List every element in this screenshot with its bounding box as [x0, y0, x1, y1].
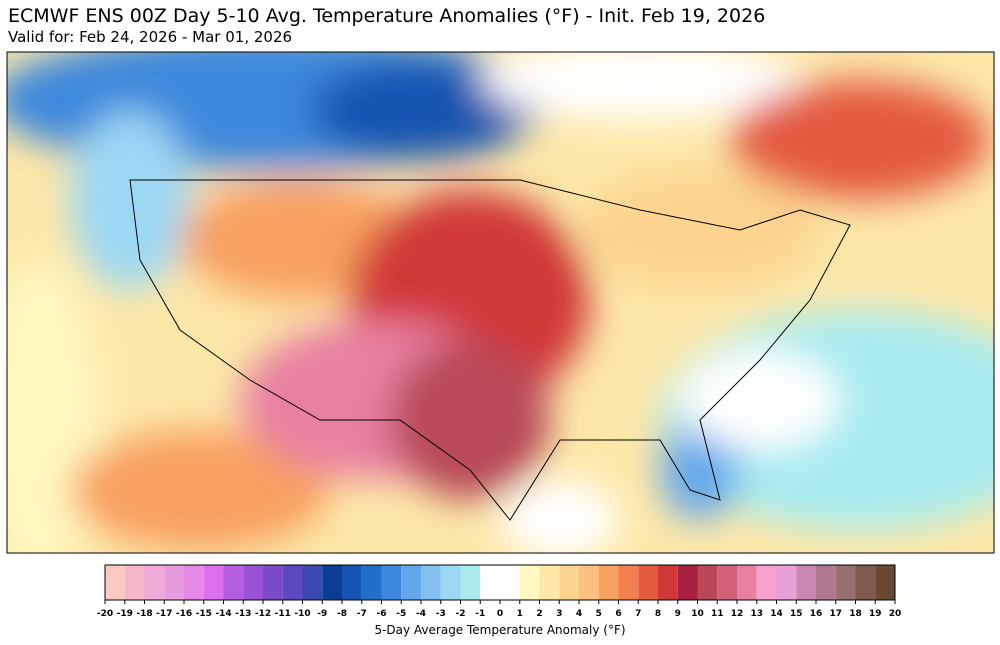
colorbar-bin [539, 565, 560, 600]
colorbar-bin [697, 565, 718, 600]
colorbar-bin [401, 565, 421, 600]
colorbar-tick-label: -14 [215, 609, 231, 619]
colorbar-tick-label: 19 [869, 609, 882, 619]
colorbar-tick-label: -16 [176, 609, 192, 619]
colorbar-tick-label: -10 [294, 609, 310, 619]
colorbar-bin [342, 565, 362, 600]
colorbar-tick-label: 15 [790, 609, 803, 619]
colorbar-bin [105, 565, 125, 600]
colorbar-bin [598, 565, 619, 600]
colorbar-tick-label: -9 [317, 609, 327, 619]
colorbar-tick-label: -15 [196, 609, 212, 619]
colorbar-tick-label: 0 [497, 609, 503, 619]
colorbar-bin [816, 565, 836, 600]
colorbar-tick-label: 7 [635, 609, 641, 619]
colorbar-tick-label: 14 [770, 609, 783, 619]
colorbar-tick-label: -7 [357, 609, 367, 619]
colorbar-tick-label: 9 [675, 609, 681, 619]
colorbar-bin [282, 565, 303, 600]
title: ECMWF ENS 00Z Day 5-10 Avg. Temperature … [8, 5, 765, 27]
colorbar-bin [440, 565, 461, 600]
colorbar-bin [144, 565, 165, 600]
colorbar-tick-label: 6 [615, 609, 621, 619]
colorbar-bin [835, 565, 856, 600]
colorbar-bin [223, 565, 244, 600]
colorbar-tick-label: 12 [731, 609, 744, 619]
colorbar-bin [361, 565, 382, 600]
colorbar-tick-label: 1 [517, 609, 523, 619]
colorbar-bin [776, 565, 797, 600]
colorbar-tick-label: -20 [97, 609, 113, 619]
colorbar-tick-label: -13 [235, 609, 251, 619]
colorbar-bin [164, 565, 184, 600]
colorbar-tick-label: -3 [436, 609, 446, 619]
colorbar-bin [796, 565, 816, 600]
colorbar-tick-label: -17 [156, 609, 172, 619]
colorbar-tick-label: 8 [655, 609, 661, 619]
colorbar-bin [579, 565, 599, 600]
colorbar-bin [184, 565, 204, 600]
colorbar-bin [855, 565, 876, 600]
colorbar-bin [717, 565, 737, 600]
colorbar-bin [421, 565, 441, 600]
colorbar-bin [203, 565, 224, 600]
colorbar-tick-label: -5 [396, 609, 406, 619]
colorbar-bin [559, 565, 579, 600]
colorbar-bin [243, 565, 263, 600]
colorbar-tick-label: 20 [889, 609, 902, 619]
colorbar-bin [875, 565, 895, 600]
colorbar-tick-label: -18 [136, 609, 152, 619]
colorbar-tick-label: -11 [275, 609, 291, 619]
colorbar-bin [677, 565, 698, 600]
colorbar-bin [302, 565, 323, 600]
colorbar-tick-label: 3 [556, 609, 562, 619]
colorbar-bin [519, 565, 540, 600]
colorbar-tick-label: -6 [377, 609, 387, 619]
colorbar-tick-label: 2 [536, 609, 542, 619]
map-frame [6, 51, 995, 554]
colorbar-bin [737, 565, 757, 600]
colorbar-tick-label: 10 [691, 609, 704, 619]
colorbar-bin [322, 565, 342, 600]
subtitle: Valid for: Feb 24, 2026 - Mar 01, 2026 [8, 28, 292, 46]
colorbar-bin [124, 565, 145, 600]
colorbar-tick-label: -2 [456, 609, 466, 619]
colorbar-tick-label: -19 [117, 609, 133, 619]
colorbar-tick-label: 5 [596, 609, 602, 619]
colorbar-tick-label: -4 [416, 609, 426, 619]
colorbar-bin [638, 565, 658, 600]
colorbar-bin [480, 565, 500, 600]
colorbar-bin [381, 565, 402, 600]
colorbar-tick-label: 13 [750, 609, 763, 619]
colorbar-tick-label: 18 [849, 609, 862, 619]
colorbar-tick-label: 11 [711, 609, 724, 619]
map [7, 52, 994, 553]
colorbar-bin [658, 565, 678, 600]
colorbar-tick-label: 17 [829, 609, 842, 619]
colorbar-bin [460, 565, 481, 600]
colorbar-tick-label: -8 [337, 609, 347, 619]
colorbar-frame [104, 564, 896, 601]
colorbar-bin [263, 565, 283, 600]
colorbar-bin [756, 565, 777, 600]
colorbar-tick-label: -12 [255, 609, 271, 619]
colorbar-label: 5-Day Average Temperature Anomaly (°F) [374, 623, 625, 637]
colorbar-bin [618, 565, 639, 600]
colorbar-tick-label: 4 [576, 609, 582, 619]
colorbar-tick-label: -1 [475, 609, 485, 619]
colorbar-tick-label: 16 [810, 609, 823, 619]
colorbar-bin [500, 565, 520, 600]
